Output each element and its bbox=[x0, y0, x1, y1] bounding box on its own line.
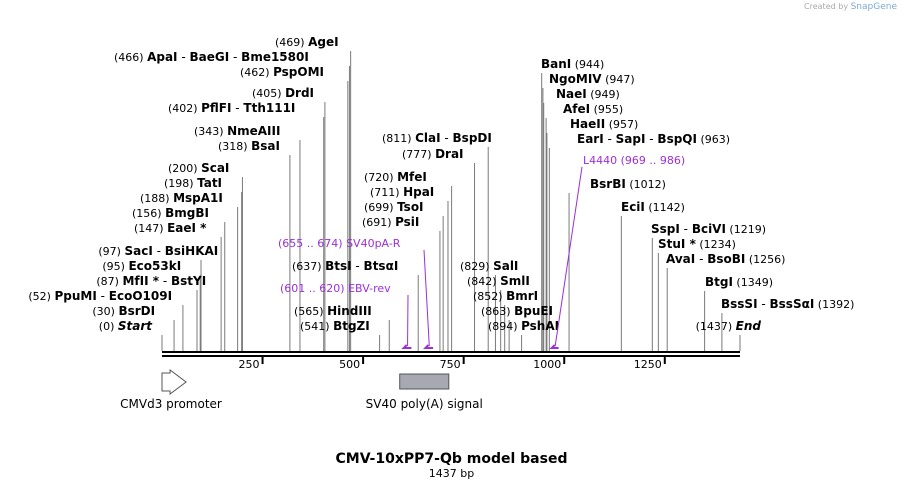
site-scai-label[interactable]: (200) ScaI bbox=[168, 161, 229, 175]
site-pspomi-label[interactable]: (462) PspOMI bbox=[240, 65, 324, 79]
site-eari-sapi-bspqi-label[interactable]: EarI - SapI - BspQI (963) bbox=[577, 132, 730, 146]
site-sspi-bcivi-label[interactable]: SspI - BciVI (1219) bbox=[651, 222, 766, 236]
site-smli-label[interactable]: (842) SmlI bbox=[467, 274, 530, 288]
site-nmeaiii-label[interactable]: (343) NmeAIII bbox=[194, 124, 280, 138]
site-naei-label[interactable]: NaeI (949) bbox=[556, 87, 620, 101]
site-start-label[interactable]: (0) Start bbox=[99, 319, 153, 333]
site-bani-label[interactable]: BanI (944) bbox=[541, 57, 604, 71]
site-ngomiv-label[interactable]: NgoMIV (947) bbox=[549, 72, 635, 86]
feature-cmvd3-promoter-label: CMVd3 promoter bbox=[120, 397, 222, 411]
primer-sv40pa-r-bar[interactable] bbox=[423, 344, 434, 349]
site-sali-label[interactable]: (829) SalI bbox=[460, 259, 518, 273]
site-end-label[interactable]: (1437) End bbox=[696, 319, 762, 333]
primer-sv40pa-r-label[interactable]: (655 .. 674) SV40pA-R bbox=[278, 237, 401, 250]
site-labels: (0) Start(30) BsrDI(52) PpuMI - EcoO109I… bbox=[28, 35, 854, 333]
feature-sv40-poly-a-signal-box[interactable] bbox=[399, 373, 450, 390]
site-tati-label[interactable]: (198) TatI bbox=[164, 176, 222, 190]
primer-ebv-rev-label[interactable]: (601 .. 620) EBV-rev bbox=[280, 282, 391, 295]
site-bsrbi-label[interactable]: BsrBI (1012) bbox=[590, 177, 666, 191]
site-afei-label[interactable]: AfeI (955) bbox=[563, 102, 623, 116]
feature-cmvd3-promoter-arrow[interactable] bbox=[161, 369, 187, 395]
site-ppumi-ecoo109i-label[interactable]: (52) PpuMI - EcoO109I bbox=[28, 289, 172, 303]
tick-label-1250: 1250 bbox=[634, 358, 662, 371]
site-stui-label[interactable]: StuI * (1234) bbox=[658, 237, 736, 251]
site-clai-bspdi-label[interactable]: (811) ClaI - BspDI bbox=[382, 131, 492, 145]
site-ecii-label[interactable]: EciI (1142) bbox=[621, 200, 685, 214]
map-length: 1437 bp bbox=[428, 467, 475, 480]
position-axis: 250 500 750 1000 1250 bbox=[239, 357, 666, 371]
site-mfei-label[interactable]: (720) MfeI bbox=[364, 170, 427, 184]
site-pflfi-tth111i-label[interactable]: (402) PflFI - Tth111I bbox=[168, 101, 295, 115]
site-apai-baegi-bme1580i-label[interactable]: (466) ApaI - BaeGI - Bme1580I bbox=[114, 50, 309, 64]
plasmid-map: (0) Start(30) BsrDI(52) PpuMI - EcoO109I… bbox=[28, 35, 854, 411]
site-avai-bsobi-label[interactable]: AvaI - BsoBI (1256) bbox=[666, 252, 785, 266]
primer-l4440-label[interactable]: L4440 (969 .. 986) bbox=[583, 154, 685, 167]
sequence-backbone bbox=[162, 351, 740, 357]
site-psii-label[interactable]: (691) PsiI bbox=[362, 215, 419, 229]
site-btgzi-label[interactable]: (541) BtgZI bbox=[300, 319, 370, 333]
site-btsi-bts-i-label[interactable]: (637) BtsI - BtsαI bbox=[292, 259, 398, 273]
site-haeii-label[interactable]: HaeII (957) bbox=[570, 117, 638, 131]
site-eco53ki-label[interactable]: (95) Eco53kI bbox=[102, 259, 181, 273]
site-bpuei-label[interactable]: (863) BpuEI bbox=[481, 304, 553, 318]
snapgene-logo: SnapGene bbox=[850, 2, 897, 12]
primer-ebv-rev-bar[interactable] bbox=[401, 344, 412, 349]
site-eaei-label[interactable]: (147) EaeI * bbox=[134, 221, 207, 235]
feature-sv40-poly-a-signal-label: SV40 poly(A) signal bbox=[366, 397, 483, 411]
site-hindiii-label[interactable]: (565) HindIII bbox=[294, 304, 372, 318]
site-tsoi-label[interactable]: (699) TsoI bbox=[364, 200, 424, 214]
site-mspa1i-label[interactable]: (188) MspA1I bbox=[140, 191, 223, 205]
site-pshai-label[interactable]: (894) PshAI bbox=[488, 319, 559, 333]
site-mfii-bstyi-label[interactable]: (87) MfII * - BstYI bbox=[96, 274, 206, 288]
site-btgi-label[interactable]: BtgI (1349) bbox=[705, 275, 773, 289]
site-drdi-label[interactable]: (405) DrdI bbox=[252, 86, 314, 100]
tick-label-500: 500 bbox=[339, 358, 360, 371]
primer-layer: (655 .. 674) SV40pA-R (601 .. 620) EBV-re… bbox=[278, 154, 685, 349]
credit-prefix: Created by bbox=[804, 2, 849, 11]
site-bmgbi-label[interactable]: (156) BmgBI bbox=[132, 206, 209, 220]
tick-label-1000: 1000 bbox=[533, 358, 561, 371]
tick-label-750: 750 bbox=[440, 358, 461, 371]
primer-l4440-bar[interactable] bbox=[549, 344, 559, 349]
site-hpai-label[interactable]: (711) HpaI bbox=[370, 185, 434, 199]
feature-layer: CMVd3 promoter SV40 poly(A) signal bbox=[120, 369, 483, 411]
primer-sv40pa-r-connector bbox=[423, 249, 430, 347]
primer-l4440-connector bbox=[554, 166, 583, 347]
site-bsrdi-label[interactable]: (30) BsrDI bbox=[92, 304, 155, 318]
site-agei-label[interactable]: (469) AgeI bbox=[275, 35, 339, 49]
snapgene-credit: Created by SnapGene bbox=[804, 2, 897, 12]
site-bsssi-bsss-i-label[interactable]: BssSI - BssSαI (1392) bbox=[721, 297, 854, 311]
tick-label-250: 250 bbox=[239, 358, 260, 371]
site-bsai-label[interactable]: (318) BsaI bbox=[218, 139, 280, 153]
map-title: CMV-10xPP7-Qb model based bbox=[335, 451, 568, 467]
site-drai-label[interactable]: (777) DraI bbox=[402, 147, 464, 161]
site-bmri-label[interactable]: (852) BmrI bbox=[473, 289, 538, 303]
site-saci-bsihkai-label[interactable]: (97) SacI - BsiHKAI bbox=[98, 244, 218, 258]
site-lines bbox=[161, 51, 741, 351]
